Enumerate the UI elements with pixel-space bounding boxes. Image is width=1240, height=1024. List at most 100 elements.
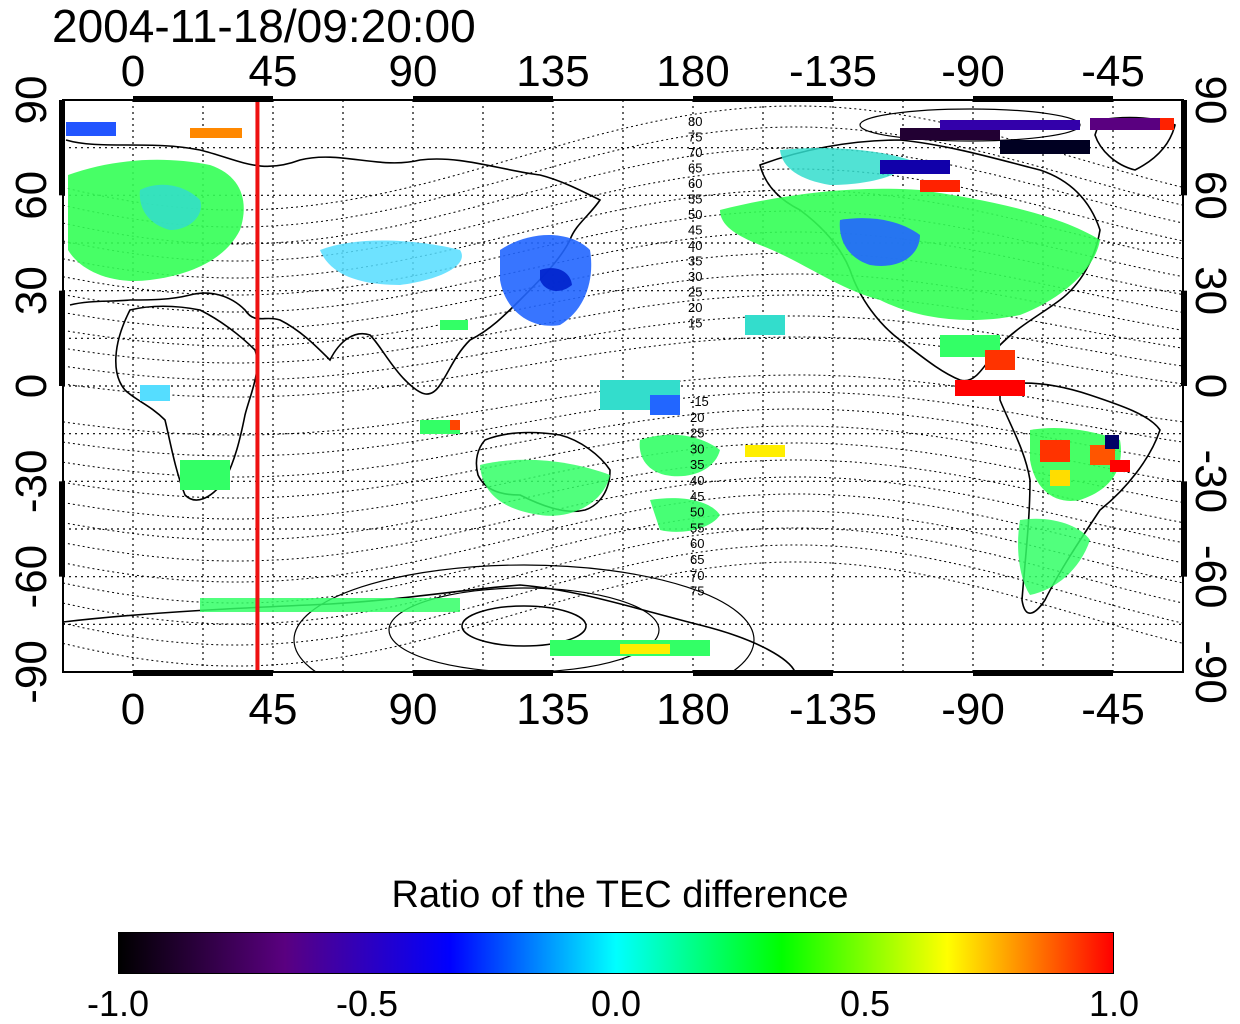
axis-bar (693, 96, 833, 102)
colorbar-tick-label: -1.0 (86, 983, 150, 1024)
longitude-label-bottom: 0 (121, 685, 145, 734)
contour-label: 50 (688, 207, 702, 222)
contour-label: 25 (690, 426, 704, 441)
axis-bar (973, 96, 1113, 102)
colorbar-tick-label: 1.0 (1088, 983, 1140, 1024)
axis-tick-bars (59, 96, 1187, 676)
latitude-label-right: 30 (1186, 266, 1235, 315)
contour-label: 45 (690, 489, 704, 504)
contour-label: 20 (690, 410, 704, 425)
contour-line (63, 561, 1183, 667)
axis-bar (133, 96, 273, 102)
contour-label: 45 (688, 223, 702, 238)
contour-line (63, 168, 1183, 262)
longitude-label-bottom: 45 (249, 685, 298, 734)
axis-bar (413, 670, 553, 676)
tec-map: 8075706560555045403530252015-15202530354… (7, 47, 1235, 734)
contour-line (63, 442, 1183, 520)
polar-contour (293, 564, 755, 672)
axis-bar (1181, 290, 1187, 386)
colorbar (118, 932, 1114, 974)
contour-label: 70 (690, 568, 704, 583)
latitude-labels-right: 90 60 30 0 -30 -60 -90 (1186, 76, 1235, 704)
contour-label: 60 (688, 176, 702, 191)
longitude-label-top: 90 (389, 47, 438, 96)
latitude-label-left: 60 (7, 171, 56, 220)
contour-label: 75 (688, 130, 702, 145)
axis-bar (973, 670, 1113, 676)
longitude-label-bottom: 180 (656, 685, 729, 734)
latitude-label-right: -90 (1186, 640, 1235, 704)
contour-label: 35 (688, 254, 702, 269)
contour-line (63, 147, 1183, 245)
contour-label: 65 (688, 161, 702, 176)
axis-bar (59, 481, 65, 577)
contour-line (63, 493, 1183, 583)
latitude-label-left: 30 (7, 266, 56, 315)
contour-label: 40 (688, 238, 702, 253)
contour-line (63, 105, 1183, 211)
contour-label: 65 (690, 552, 704, 567)
contour-label: 80 (688, 114, 702, 129)
longitude-labels-top: 0 45 90 135 180 -135 -90 -45 (121, 47, 1145, 96)
longitude-labels-bottom: 0 45 90 135 180 -135 -90 -45 (121, 685, 1145, 734)
latitude-label-left: -90 (7, 640, 56, 704)
latitude-labels-left: 90 60 30 0 -30 -60 -90 (7, 76, 56, 704)
longitude-label-top: 135 (516, 47, 589, 96)
longitude-label-bottom: -45 (1081, 685, 1145, 734)
longitude-label-bottom: -135 (789, 685, 877, 734)
contour-label: 60 (690, 536, 704, 551)
contour-label: 75 (690, 584, 704, 599)
latitude-label-right: 90 (1186, 76, 1235, 125)
contour-line (63, 527, 1183, 625)
contour-label: 30 (688, 269, 702, 284)
contour-line (63, 510, 1183, 604)
longitude-label-top: 180 (656, 47, 729, 96)
axis-bar (133, 670, 273, 676)
colorbar-tick-label: 0.0 (590, 983, 642, 1024)
latitude-label-left: -60 (7, 545, 56, 609)
polar-contour (388, 587, 660, 672)
contour-label: 25 (688, 285, 702, 300)
latitude-label-left: 90 (7, 76, 56, 125)
longitude-label-top: -90 (941, 47, 1005, 96)
axis-bar (413, 96, 553, 102)
latitude-label-right: 0 (1186, 374, 1235, 398)
contour-label: 50 (690, 505, 704, 520)
longitude-label-bottom: -90 (941, 685, 1005, 734)
tec-data-patches (66, 118, 1174, 656)
axis-bar (1181, 100, 1187, 196)
polar-contour (461, 605, 587, 647)
contour-label: -15 (690, 394, 709, 409)
axis-bar (59, 290, 65, 386)
longitude-label-top: 45 (249, 47, 298, 96)
contour-line (63, 544, 1183, 646)
longitude-label-top: 0 (121, 47, 145, 96)
longitude-label-bottom: 90 (389, 685, 438, 734)
longitude-label-top: -45 (1081, 47, 1145, 96)
contour-line (63, 459, 1183, 541)
axis-bar (59, 100, 65, 196)
contour-label: 35 (690, 457, 704, 472)
longitude-label-top: -135 (789, 47, 877, 96)
contour-label: 55 (690, 520, 704, 535)
colorbar-title: Ratio of the TEC difference (391, 874, 849, 916)
contour-label: 15 (688, 316, 702, 331)
axis-bar (693, 670, 833, 676)
contour-label: 20 (688, 300, 702, 315)
latitude-label-right: 60 (1186, 171, 1235, 220)
longitude-label-bottom: 135 (516, 685, 589, 734)
contour-line (63, 425, 1183, 499)
contour-label: 30 (690, 441, 704, 456)
contour-label: 55 (688, 192, 702, 207)
contour-line (63, 408, 1183, 478)
latitude-label-right: -60 (1186, 545, 1235, 609)
contour-labels: 8075706560555045403530252015-15202530354… (688, 114, 709, 599)
colorbar-tick-label: 0.5 (839, 983, 891, 1024)
axis-bar (1181, 481, 1187, 577)
timestamp-title: 2004-11-18/09:20:00 (52, 0, 476, 52)
colorbar-tick-label: -0.5 (335, 983, 399, 1024)
contour-label: 70 (688, 145, 702, 160)
contour-label: 40 (690, 473, 704, 488)
latitude-label-left: 0 (7, 374, 56, 398)
